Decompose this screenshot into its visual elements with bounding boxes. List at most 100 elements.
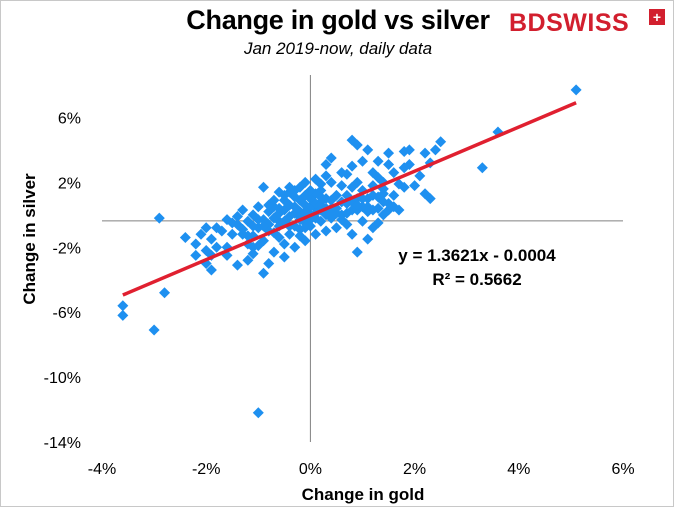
data-point — [341, 207, 353, 219]
data-point — [351, 246, 363, 258]
data-point — [362, 144, 374, 156]
data-point — [190, 238, 202, 250]
data-point — [278, 238, 290, 250]
data-point — [252, 214, 264, 226]
data-point — [205, 264, 217, 276]
data-point — [388, 167, 400, 179]
data-point — [237, 204, 249, 216]
x-tick-label: 2% — [403, 461, 426, 478]
data-point — [393, 204, 405, 216]
data-point — [336, 214, 348, 226]
data-point — [268, 246, 280, 258]
x-axis-title: Change in gold — [302, 485, 425, 504]
data-point — [357, 215, 368, 227]
data-point — [398, 162, 410, 174]
data-point — [435, 136, 447, 148]
y-tick-label: -6% — [53, 305, 81, 322]
data-point — [179, 232, 191, 244]
data-point — [320, 170, 332, 182]
y-tick-label: 6% — [58, 110, 81, 127]
data-point — [351, 199, 363, 211]
data-point — [304, 184, 316, 196]
data-point — [252, 407, 264, 419]
data-point — [336, 180, 348, 192]
data-point — [148, 324, 160, 336]
data-point — [367, 167, 379, 179]
y-tick-label: -2% — [53, 240, 81, 257]
brand-logo-plus-icon: + — [649, 9, 665, 25]
data-point — [315, 178, 327, 190]
data-point — [357, 155, 368, 167]
data-point — [367, 204, 379, 216]
data-point — [278, 251, 290, 263]
data-point — [570, 84, 582, 96]
data-point — [414, 170, 426, 182]
data-point — [226, 228, 238, 240]
chart-subtitle: Jan 2019-now, daily data — [243, 39, 433, 58]
tick-labels: -4% -2% 0% 2% 4% 6% 6% 2% -2% -6% -10% -14% — [44, 110, 635, 478]
data-point — [388, 189, 400, 201]
x-tick-label: 6% — [611, 461, 634, 478]
data-point — [247, 248, 259, 260]
x-tick-label: -2% — [192, 461, 220, 478]
data-point — [237, 223, 249, 235]
data-point — [268, 194, 280, 206]
data-point — [325, 152, 337, 164]
r-squared-label: R² = 0.5662 — [432, 270, 521, 289]
data-point — [383, 147, 395, 159]
x-tick-label: -4% — [88, 461, 116, 478]
data-point — [258, 267, 270, 279]
data-point — [377, 196, 389, 208]
data-point — [325, 194, 337, 206]
data-point — [273, 207, 285, 219]
trendline — [122, 101, 577, 297]
data-point — [231, 210, 243, 222]
data-point — [205, 233, 217, 245]
data-point — [117, 309, 129, 321]
data-point — [336, 167, 348, 179]
brand-logo: BDSWISS — [509, 9, 630, 37]
data-point — [200, 245, 212, 257]
data-point — [252, 240, 264, 252]
data-point — [252, 201, 264, 213]
data-point — [429, 144, 441, 156]
data-point — [419, 147, 431, 159]
data-point — [299, 176, 311, 188]
data-point — [117, 300, 129, 312]
chart-title: Change in gold vs silver — [186, 5, 490, 35]
data-point — [221, 214, 233, 226]
data-point — [362, 233, 374, 245]
data-point — [315, 191, 327, 203]
data-point — [289, 241, 301, 253]
data-point — [258, 220, 270, 232]
data-point — [200, 222, 212, 234]
data-point — [325, 176, 337, 188]
data-point — [242, 230, 254, 242]
data-point — [330, 207, 342, 219]
data-point — [294, 230, 306, 242]
data-point — [383, 159, 395, 171]
data-point — [258, 181, 270, 193]
y-tick-label: -10% — [44, 370, 81, 387]
y-tick-label: 2% — [58, 175, 81, 192]
trendline-equation: y = 1.3621x - 0.0004 — [398, 246, 556, 265]
data-point — [377, 188, 389, 200]
data-point — [476, 162, 488, 174]
data-point — [242, 254, 254, 266]
data-point — [289, 207, 301, 219]
data-point — [263, 258, 275, 269]
data-point — [195, 228, 207, 240]
data-point — [346, 181, 358, 193]
data-point — [263, 206, 275, 218]
data-point — [211, 222, 223, 234]
data-point — [310, 228, 322, 240]
data-point — [398, 181, 410, 193]
x-tick-label: 0% — [299, 461, 322, 478]
data-point — [284, 199, 296, 211]
x-tick-label: 4% — [507, 461, 530, 478]
data-point — [372, 155, 384, 167]
y-axis-title: Change in silver — [20, 173, 39, 305]
data-point — [231, 259, 243, 271]
